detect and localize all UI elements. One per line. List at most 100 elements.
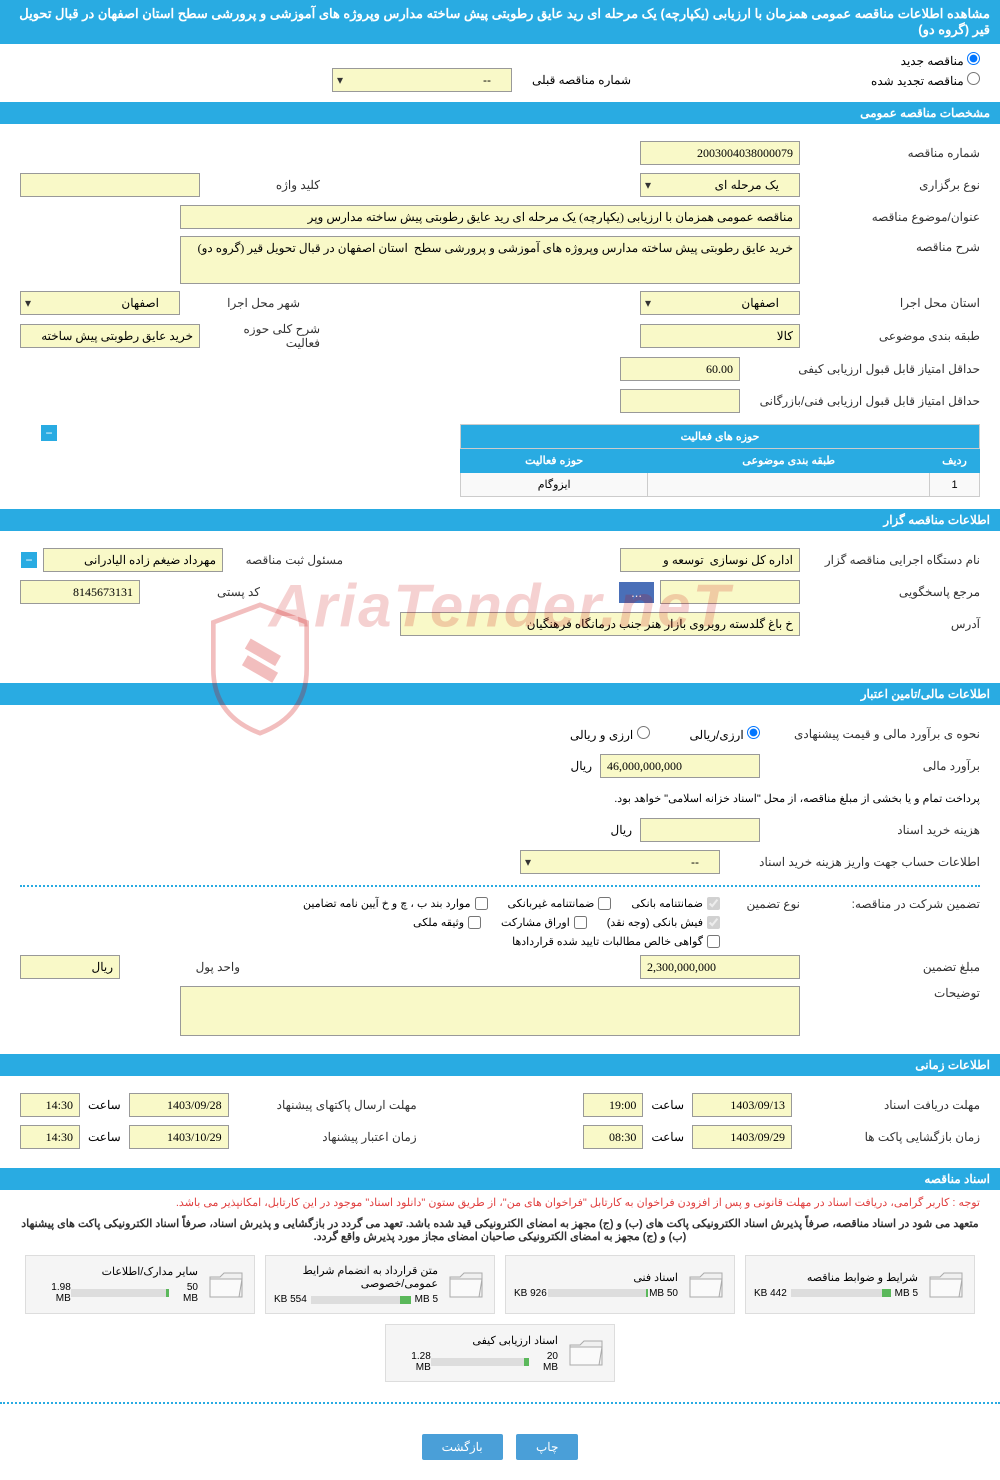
- bid-deadline-input[interactable]: [129, 1093, 229, 1117]
- col-area: حوزه فعالیت: [461, 449, 648, 473]
- desc-textarea[interactable]: خرید عایق رطوبتی پیش ساخته مدارس وپروژه …: [180, 236, 800, 284]
- cb-bank[interactable]: ضمانتنامه بانکی: [631, 897, 720, 910]
- exec-org-label: نام دستگاه اجرایی مناقصه گزار: [800, 553, 980, 567]
- deposit-account-label: اطلاعات حساب جهت واریز هزینه خرید اسناد: [720, 855, 980, 869]
- docs-grid: شرایط و ضوابط مناقصه 5 MB 442 KB اسناد ف…: [0, 1245, 1000, 1392]
- bid-deadline-time[interactable]: [20, 1093, 80, 1117]
- validity-input[interactable]: [129, 1125, 229, 1149]
- cb-property[interactable]: وثیقه ملکی: [413, 916, 481, 929]
- prev-number-label: شماره مناقصه قبلی: [532, 73, 631, 87]
- doc-total: 50 MB: [649, 1288, 678, 1299]
- section-organizer: اطلاعات مناقصه گزار: [0, 509, 1000, 531]
- doc-used: 442 KB: [754, 1288, 787, 1299]
- holding-type-dropdown[interactable]: یک مرحله ای: [640, 173, 800, 197]
- exec-org-input[interactable]: [620, 548, 800, 572]
- cb-bonds[interactable]: اوراق مشارکت: [501, 916, 587, 929]
- time-label-2: ساعت: [88, 1098, 121, 1112]
- opening-time[interactable]: [583, 1125, 643, 1149]
- estimate-input[interactable]: [600, 754, 760, 778]
- doc-card[interactable]: سایر مدارک/اطلاعات 50 MB 1.98 MB: [25, 1255, 255, 1314]
- exec-province-value: اصفهان: [741, 296, 779, 310]
- radio-currency-label: ارزی و ریالی: [570, 728, 633, 742]
- collapse-officer-icon[interactable]: −: [20, 551, 38, 569]
- doc-deadline-input[interactable]: [692, 1093, 792, 1117]
- cb-cash[interactable]: فیش بانکی (وجه نقد): [607, 916, 720, 929]
- cb-bylaw[interactable]: موارد بند ب ، چ و خ آیین نامه تضامین: [303, 897, 487, 910]
- tender-num-input[interactable]: [640, 141, 800, 165]
- section-timing: اطلاعات زمانی: [0, 1054, 1000, 1076]
- back-button[interactable]: بازگشت: [422, 1434, 503, 1460]
- currency-unit-input[interactable]: [20, 955, 120, 979]
- section-financial: اطلاعات مالی/تامین اعتبار: [0, 683, 1000, 705]
- radio-new-label: مناقصه جدید: [901, 54, 964, 68]
- activity-table: حوزه های فعالیت ردیف طبقه بندی موضوعی حو…: [460, 424, 980, 497]
- time-label-4: ساعت: [88, 1130, 121, 1144]
- validity-time[interactable]: [20, 1125, 80, 1149]
- keyword-label: کلید واژه: [200, 178, 320, 192]
- doc-used: 926 KB: [514, 1288, 547, 1299]
- activity-table-title: حوزه های فعالیت: [461, 425, 980, 449]
- print-button[interactable]: چاپ: [516, 1434, 578, 1460]
- reg-officer-input[interactable]: [43, 548, 223, 572]
- exec-city-label: شهر محل اجرا: [180, 296, 300, 310]
- general-form: شماره مناقصه نوع برگزاری یک مرحله ای کلی…: [0, 124, 1000, 507]
- min-tech-label: حداقل امتیاز قابل قبول ارزیابی فنی/بازرگ…: [740, 394, 980, 408]
- guarantee-label: تضمین شرکت در مناقصه:: [800, 897, 980, 911]
- notes-textarea[interactable]: [180, 986, 800, 1036]
- organizer-form: AriaTender.neT نام دستگاه اجرایی مناقصه …: [0, 531, 1000, 681]
- doc-cost-input[interactable]: [640, 818, 760, 842]
- opening-input[interactable]: [692, 1125, 792, 1149]
- page-title: مشاهده اطلاعات مناقصه عمومی همزمان با ار…: [0, 0, 1000, 44]
- keyword-input[interactable]: [20, 173, 200, 197]
- min-quality-input[interactable]: [620, 357, 740, 381]
- timing-form: مهلت دریافت اسناد ساعت مهلت ارسال پاکتها…: [0, 1076, 1000, 1166]
- col-class: طبقه بندی موضوعی: [648, 449, 930, 473]
- radio-currency[interactable]: ارزی و ریالی: [570, 726, 650, 742]
- doc-used: 1.98 MB: [34, 1282, 71, 1304]
- min-tech-input[interactable]: [620, 389, 740, 413]
- estimate-label: برآورد مالی: [760, 759, 980, 773]
- prev-number-dropdown[interactable]: --: [332, 68, 512, 92]
- bid-deadline-label: مهلت ارسال پاکتهای پیشنهاد: [237, 1098, 417, 1112]
- radio-new[interactable]: مناقصه جدید: [901, 54, 980, 68]
- address-input[interactable]: [400, 612, 800, 636]
- radio-renewed-label: مناقصه تجدید شده: [871, 74, 964, 88]
- tender-type-radios: مناقصه جدید مناقصه تجدید شده شماره مناقص…: [0, 44, 1000, 100]
- doc-title: اسناد فنی: [514, 1271, 678, 1284]
- radio-rial-label: ارزی/ریالی: [690, 728, 744, 742]
- activity-desc-input[interactable]: [20, 324, 200, 348]
- col-row: ردیف: [930, 449, 980, 473]
- holding-type-value: یک مرحله ای: [715, 178, 779, 192]
- validity-label: زمان اعتبار پیشنهاد: [237, 1130, 417, 1144]
- doc-used: 554 KB: [274, 1294, 307, 1305]
- doc-card[interactable]: اسناد فنی 50 MB 926 KB: [505, 1255, 735, 1314]
- classification-input[interactable]: [640, 324, 800, 348]
- doc-card[interactable]: شرایط و ضوابط مناقصه 5 MB 442 KB: [745, 1255, 975, 1314]
- radio-rial[interactable]: ارزی/ریالی: [690, 726, 760, 742]
- cb-nonbank[interactable]: ضمانتنامه غیربانکی: [508, 897, 612, 910]
- doc-title: اسناد ارزیابی کیفی: [394, 1334, 558, 1347]
- unit-rial-2: ریال: [610, 823, 632, 837]
- radio-renewed[interactable]: مناقصه تجدید شده: [871, 72, 980, 88]
- exec-province-dropdown[interactable]: اصفهان: [640, 291, 800, 315]
- folder-icon: [206, 1265, 246, 1305]
- min-quality-label: حداقل امتیاز قابل قبول ارزیابی کیفی: [740, 362, 980, 376]
- doc-card[interactable]: اسناد ارزیابی کیفی 20 MB 1.28 MB: [385, 1324, 615, 1382]
- prev-number-value: --: [483, 73, 491, 87]
- address-label: آدرس: [800, 617, 980, 631]
- subject-input[interactable]: [180, 205, 800, 229]
- activity-desc-label: شرح کلی حوزه فعالیت: [200, 322, 320, 350]
- exec-city-dropdown[interactable]: اصفهان: [20, 291, 180, 315]
- cb-certified[interactable]: گواهی خالص مطالبات تایید شده قراردادها: [512, 935, 720, 948]
- deposit-account-value: --: [691, 855, 699, 869]
- responder-input[interactable]: [660, 580, 800, 604]
- guarantee-amount-input[interactable]: [640, 955, 800, 979]
- doc-title: متن قرارداد به انضمام شرایط عمومی/خصوصی: [274, 1264, 438, 1290]
- doc-deadline-time[interactable]: [583, 1093, 643, 1117]
- collapse-icon[interactable]: −: [40, 424, 58, 442]
- doc-card[interactable]: متن قرارداد به انضمام شرایط عمومی/خصوصی …: [265, 1255, 495, 1314]
- postcode-input[interactable]: [20, 580, 140, 604]
- deposit-account-dropdown[interactable]: --: [520, 850, 720, 874]
- browse-button[interactable]: ...: [619, 582, 654, 603]
- cell-area: ایزوگام: [461, 473, 648, 497]
